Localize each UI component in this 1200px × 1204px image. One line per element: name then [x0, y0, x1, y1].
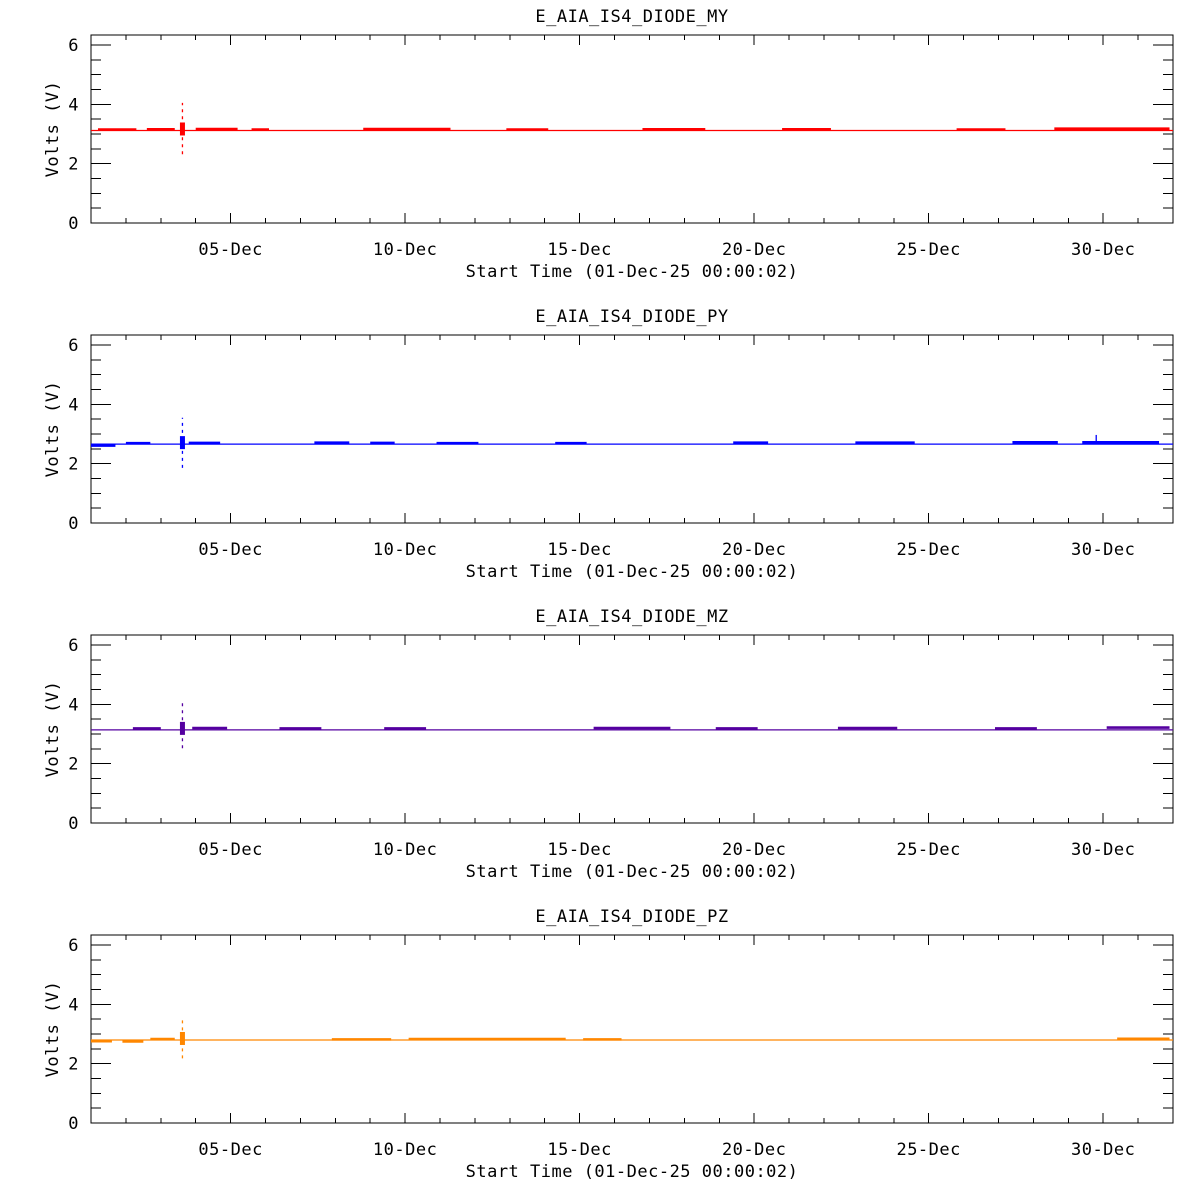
x-tick-label: 10-Dec [373, 540, 437, 560]
x-tick-label: 20-Dec [722, 240, 786, 260]
y-tick-label: 2 [68, 1055, 79, 1075]
x-tick-label: 10-Dec [373, 1140, 437, 1160]
x-axis-label: Start Time (01-Dec-25 00:00:02) [466, 1162, 799, 1182]
y-tick-label: 4 [68, 695, 79, 715]
chart-title: E_AIA_IS4_DIODE_MZ [535, 607, 728, 627]
plot-frame [90, 934, 1174, 1124]
y-tick-label: 2 [68, 155, 79, 175]
x-tick-label: 05-Dec [198, 840, 262, 860]
x-tick-label: 05-Dec [198, 1140, 262, 1160]
y-axis-label: Volts (V) [43, 381, 63, 478]
x-tick-label: 15-Dec [547, 240, 611, 260]
x-tick-label: 25-Dec [896, 240, 960, 260]
x-tick-label: 30-Dec [1071, 840, 1135, 860]
x-tick-label: 10-Dec [373, 840, 437, 860]
chart-block-e_aia_is4_diode_py: 0 2 4 6 05-Dec 10-Dec 15-Dec 20-Dec 25-Dec 30-Dec… [0, 300, 1200, 600]
y-axis-label: Volts (V) [43, 81, 63, 178]
y-tick-label: 6 [68, 336, 79, 356]
y-axis-label: Volts (V) [43, 681, 63, 778]
plot-frame [90, 334, 1174, 524]
x-tick-label: 15-Dec [547, 840, 611, 860]
x-tick-label: 30-Dec [1071, 540, 1135, 560]
y-tick-label: 4 [68, 395, 79, 415]
y-tick-label: 6 [68, 936, 79, 956]
y-tick-label: 2 [68, 455, 79, 475]
y-tick-label: 6 [68, 36, 79, 56]
x-tick-label: 15-Dec [547, 1140, 611, 1160]
chart-canvas-e_aia_is4_diode_mz: 0 2 4 6 05-Dec 10-Dec 15-Dec 20-Dec 25-Dec 30-Dec… [43, 607, 1174, 882]
y-axis-label: Volts (V) [43, 981, 63, 1078]
y-tick-label: 0 [68, 1114, 79, 1134]
y-tick-label: 2 [68, 755, 79, 775]
x-tick-label: 15-Dec [547, 540, 611, 560]
x-tick-label: 20-Dec [722, 840, 786, 860]
x-tick-label: 25-Dec [896, 1140, 960, 1160]
plot-frame [90, 34, 1174, 224]
x-axis-label: Start Time (01-Dec-25 00:00:02) [466, 562, 799, 582]
data-spike-cluster [179, 1031, 185, 1045]
x-axis-label: Start Time (01-Dec-25 00:00:02) [466, 862, 799, 882]
chart-canvas-e_aia_is4_diode_py: 0 2 4 6 05-Dec 10-Dec 15-Dec 20-Dec 25-Dec 30-Dec… [43, 307, 1174, 582]
chart-canvas-e_aia_is4_diode_my: 0 2 4 6 05-Dec 10-Dec 15-Dec 20-Dec 25-Dec 30-Dec… [43, 7, 1174, 282]
x-tick-label: 05-Dec [198, 240, 262, 260]
plot-frame [90, 634, 1174, 824]
x-tick-label: 25-Dec [896, 840, 960, 860]
chart-block-e_aia_is4_diode_my: 0 2 4 6 05-Dec 10-Dec 15-Dec 20-Dec 25-Dec 30-Dec… [0, 0, 1200, 300]
x-tick-label: 30-Dec [1071, 1140, 1135, 1160]
data-spike-cluster [179, 122, 185, 136]
y-tick-label: 6 [68, 636, 79, 656]
chart-title: E_AIA_IS4_DIODE_MY [535, 7, 728, 27]
chart-block-e_aia_is4_diode_mz: 0 2 4 6 05-Dec 10-Dec 15-Dec 20-Dec 25-Dec 30-Dec… [0, 600, 1200, 900]
y-tick-label: 0 [68, 514, 79, 534]
x-tick-label: 30-Dec [1071, 240, 1135, 260]
x-tick-label: 05-Dec [198, 540, 262, 560]
chart-title: E_AIA_IS4_DIODE_PZ [535, 907, 728, 927]
x-tick-label: 20-Dec [722, 1140, 786, 1160]
chart-canvas-e_aia_is4_diode_pz: 0 2 4 6 05-Dec 10-Dec 15-Dec 20-Dec 25-Dec 30-Dec… [43, 907, 1174, 1182]
x-tick-label: 20-Dec [722, 540, 786, 560]
y-tick-label: 4 [68, 95, 79, 115]
x-axis-label: Start Time (01-Dec-25 00:00:02) [466, 262, 799, 282]
data-spike-cluster [179, 721, 185, 735]
chart-block-e_aia_is4_diode_pz: 0 2 4 6 05-Dec 10-Dec 15-Dec 20-Dec 25-Dec 30-Dec… [0, 900, 1200, 1200]
x-tick-label: 10-Dec [373, 240, 437, 260]
y-tick-label: 0 [68, 214, 79, 234]
y-tick-label: 4 [68, 995, 79, 1015]
y-tick-label: 0 [68, 814, 79, 834]
x-tick-label: 25-Dec [896, 540, 960, 560]
data-spike-cluster [179, 436, 185, 450]
chart-title: E_AIA_IS4_DIODE_PY [535, 307, 728, 327]
